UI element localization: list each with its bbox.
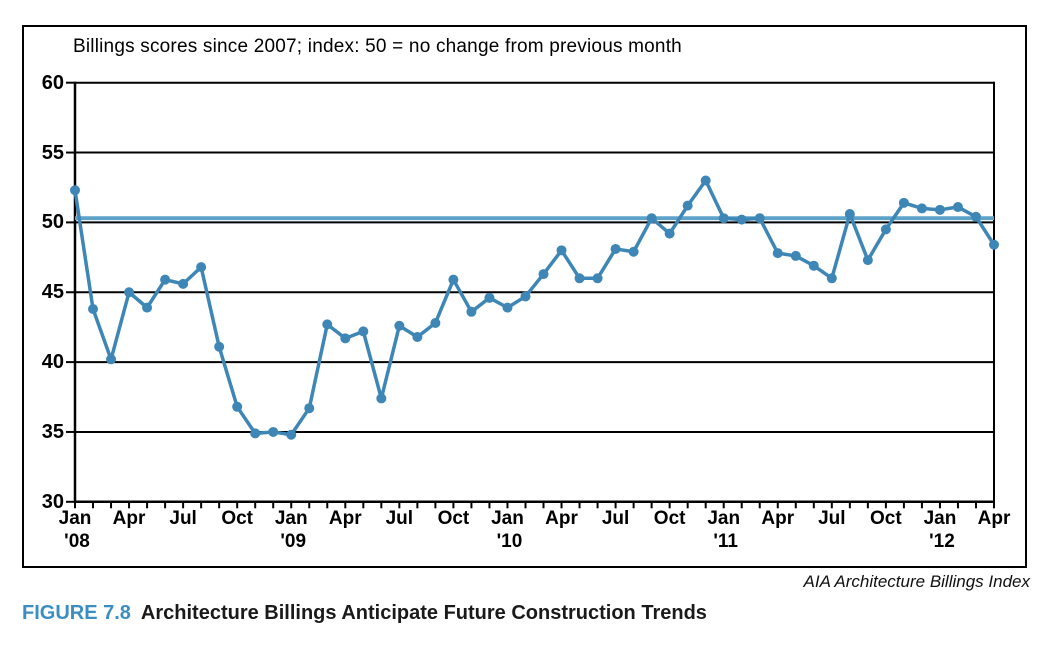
data-point-marker bbox=[124, 287, 135, 298]
data-point-marker bbox=[664, 228, 675, 239]
x-axis-year-label: '12 bbox=[929, 530, 955, 552]
x-axis-year-label: '09 bbox=[280, 530, 307, 552]
data-point-marker bbox=[952, 202, 963, 213]
data-point-marker bbox=[898, 197, 909, 208]
data-point-marker bbox=[916, 203, 927, 214]
data-point-marker bbox=[304, 403, 315, 414]
data-point-marker bbox=[574, 273, 585, 284]
data-point-marker bbox=[178, 278, 189, 289]
x-axis-month-label: Oct bbox=[870, 507, 902, 529]
data-point-marker bbox=[628, 246, 639, 257]
data-point-marker bbox=[970, 211, 981, 222]
y-axis-tick-label: 60 bbox=[41, 71, 64, 94]
data-point-marker bbox=[70, 185, 80, 196]
y-axis-tick-label: 30 bbox=[41, 490, 64, 513]
data-point-marker bbox=[646, 213, 657, 224]
x-axis-month-label: Jul bbox=[169, 507, 197, 529]
figure-number: FIGURE 7.8 bbox=[22, 602, 131, 624]
data-point-marker bbox=[736, 214, 747, 225]
data-point-marker bbox=[880, 224, 891, 235]
data-point-marker bbox=[934, 204, 945, 215]
data-point-marker bbox=[268, 426, 279, 437]
x-axis-year-label: '10 bbox=[496, 530, 523, 552]
x-axis-month-label: Jul bbox=[385, 507, 414, 529]
data-point-marker bbox=[358, 326, 369, 337]
x-axis-month-label: Apr bbox=[328, 507, 362, 529]
data-point-marker bbox=[502, 302, 513, 313]
data-point-marker bbox=[250, 428, 261, 439]
data-point-marker bbox=[322, 319, 333, 330]
x-axis-month-label: Apr bbox=[545, 507, 578, 529]
x-axis-month-label: Jan bbox=[58, 507, 92, 529]
data-point-marker bbox=[484, 292, 495, 303]
x-axis-month-label: Apr bbox=[977, 507, 1011, 529]
data-point-marker bbox=[718, 213, 729, 224]
x-axis-month-label: Apr bbox=[112, 507, 146, 529]
x-axis-month-label: Jul bbox=[601, 507, 630, 529]
x-axis-month-label: Jan bbox=[707, 507, 741, 529]
x-axis-month-label: Jan bbox=[923, 507, 957, 529]
y-axis-tick-label: 55 bbox=[41, 141, 64, 164]
x-axis-year-label: '11 bbox=[713, 530, 738, 552]
data-point-marker bbox=[376, 393, 387, 404]
data-point-marker bbox=[340, 333, 351, 344]
data-point-marker bbox=[808, 260, 819, 271]
data-point-marker bbox=[538, 269, 549, 280]
y-axis-tick-label: 45 bbox=[41, 281, 64, 304]
data-point-marker bbox=[196, 262, 207, 273]
chart-note: Billings scores since 2007; index: 50 = … bbox=[73, 36, 682, 57]
data-point-marker bbox=[160, 274, 171, 285]
data-point-marker bbox=[394, 320, 405, 331]
x-axis-year-label: '08 bbox=[64, 530, 90, 552]
data-point-marker bbox=[610, 243, 621, 254]
data-point-marker bbox=[520, 291, 531, 302]
data-point-marker bbox=[790, 250, 801, 261]
caption-title: Architecture Billings Anticipate Future … bbox=[140, 602, 707, 624]
data-point-marker bbox=[88, 304, 99, 315]
x-axis-month-label: Oct bbox=[221, 507, 254, 529]
data-point-marker bbox=[466, 306, 477, 317]
y-axis-tick-label: 35 bbox=[41, 420, 64, 443]
data-point-marker bbox=[862, 255, 873, 266]
data-point-marker bbox=[682, 200, 693, 211]
data-point-marker bbox=[412, 331, 423, 342]
data-point-marker bbox=[142, 302, 153, 313]
y-axis-tick-label: 40 bbox=[41, 351, 64, 374]
y-axis-tick-label: 50 bbox=[41, 211, 64, 234]
source-credit: AIA Architecture Billings Index bbox=[803, 572, 1030, 591]
data-point-marker bbox=[989, 239, 999, 250]
data-point-marker bbox=[430, 317, 441, 328]
data-point-marker bbox=[592, 273, 603, 284]
x-axis-month-label: Oct bbox=[653, 507, 686, 529]
x-axis-month-label: Apr bbox=[761, 507, 795, 529]
data-point-marker bbox=[232, 401, 243, 412]
data-point-marker bbox=[106, 354, 117, 365]
x-axis-month-label: Jul bbox=[818, 507, 846, 529]
figure-caption: FIGURE 7.8 Architecture Billings Anticipa… bbox=[22, 602, 707, 625]
data-point-marker bbox=[754, 213, 765, 224]
data-point-marker bbox=[214, 341, 225, 352]
data-point-marker bbox=[286, 429, 297, 440]
x-axis-month-label: Jan bbox=[274, 507, 308, 529]
data-point-marker bbox=[700, 175, 711, 186]
data-point-marker bbox=[772, 248, 783, 259]
data-point-marker bbox=[844, 209, 855, 220]
data-point-marker bbox=[826, 273, 837, 284]
x-axis-month-label: Jan bbox=[491, 507, 524, 529]
data-point-marker bbox=[448, 274, 459, 285]
billings-series-line bbox=[73, 178, 996, 437]
data-point-marker bbox=[556, 245, 567, 256]
x-axis-month-label: Oct bbox=[437, 507, 470, 529]
